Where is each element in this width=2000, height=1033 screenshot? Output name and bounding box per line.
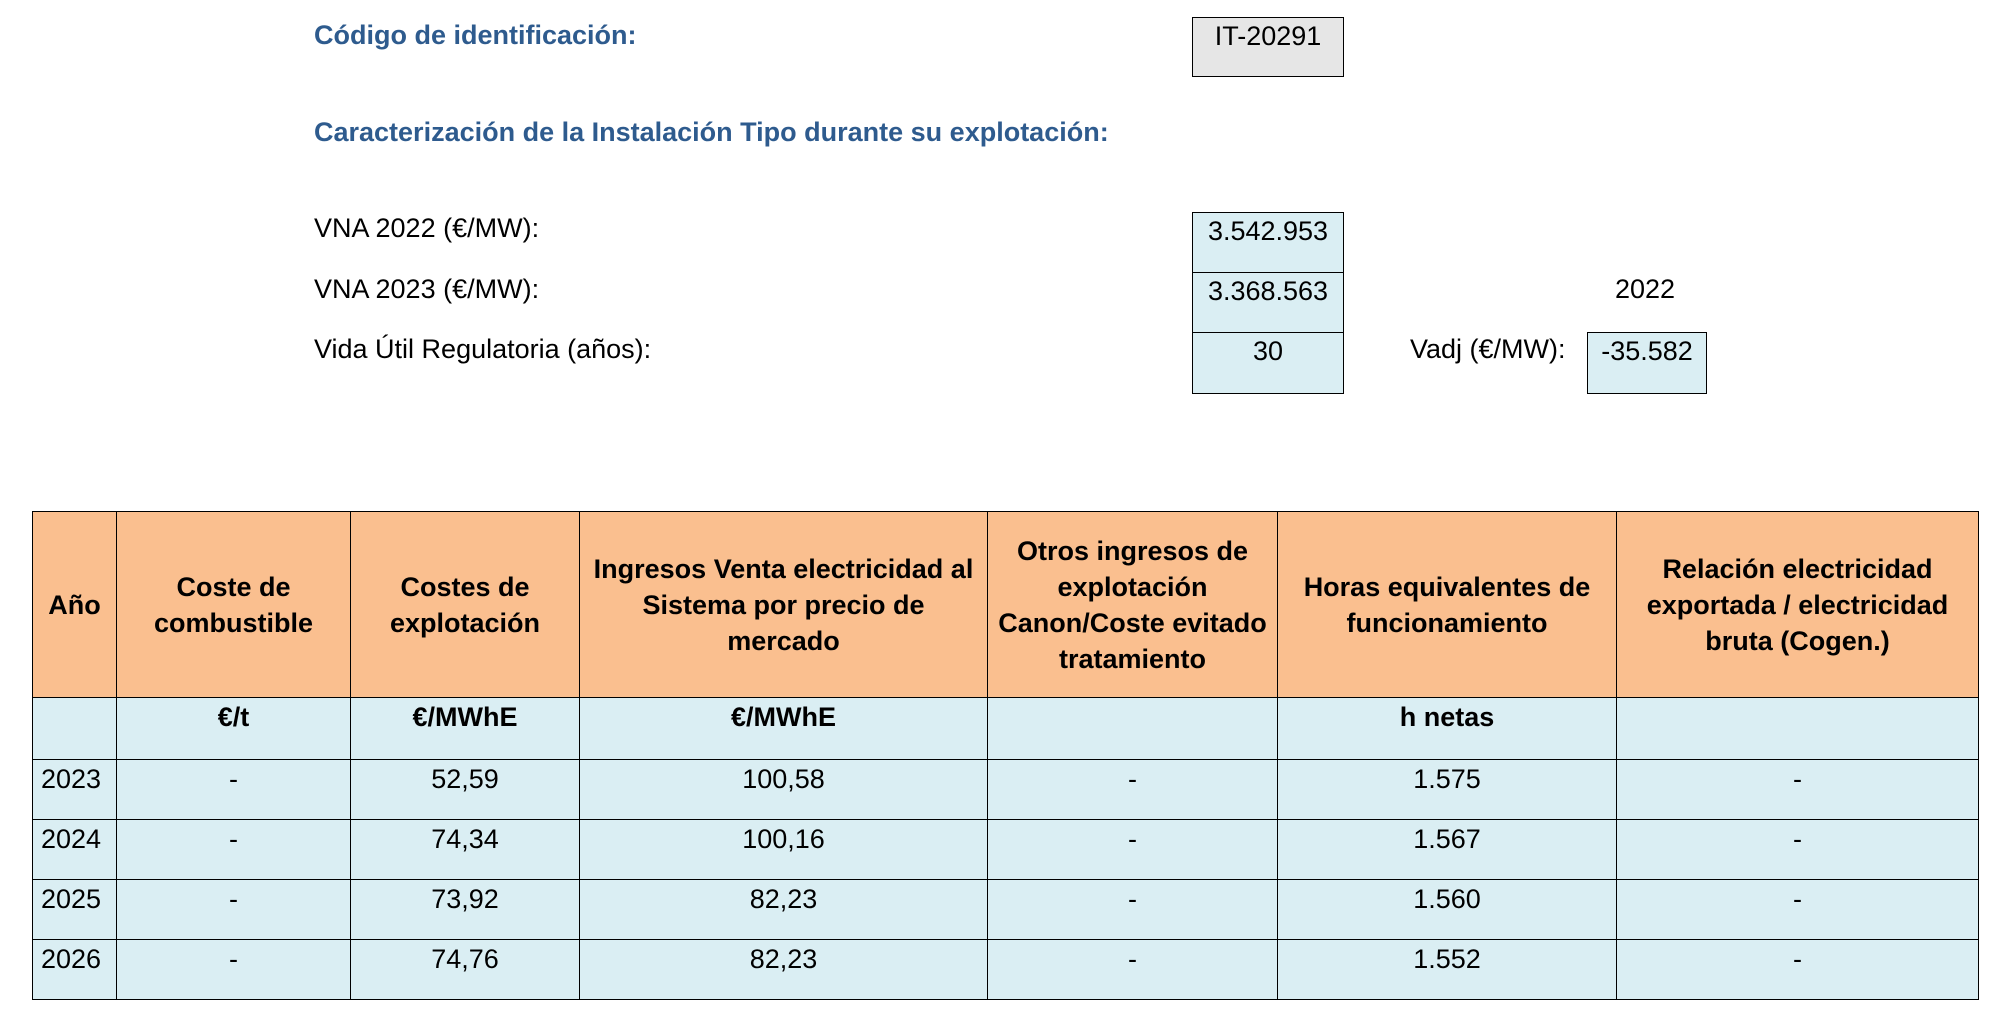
vna2022-label: VNA 2022 (€/MW):	[314, 213, 540, 243]
column-header-equivalent-hours: Horas equivalentes de funcionamiento	[1277, 511, 1617, 698]
id-value-box: IT-20291	[1192, 17, 1344, 77]
column-header-operating-cost: Costes de explotación	[350, 511, 580, 698]
table-row: 2023 - 52,59 100,58 - 1.575 -	[32, 759, 1979, 820]
unit-cell	[1616, 697, 1979, 760]
column-header-fuel-cost: Coste de combustible	[116, 511, 351, 698]
vida-util-label: Vida Útil Regulatoria (años):	[314, 334, 652, 364]
unit-cell: €/MWhE	[350, 697, 580, 760]
unit-cell: h netas	[1277, 697, 1617, 760]
column-header-electricity-ratio: Relación electricidad exportada / electr…	[1616, 511, 1979, 698]
table-row: 2025 - 73,92 82,23 - 1.560 -	[32, 879, 1979, 940]
vadj-value: -35.582	[1587, 332, 1707, 394]
id-label: Código de identificación:	[314, 20, 637, 50]
column-header-year: Año	[32, 511, 117, 698]
table-cell: 1.552	[1277, 939, 1617, 1000]
table-cell: -	[987, 939, 1278, 1000]
table-cell: 1.560	[1277, 879, 1617, 940]
vida-util-value: 30	[1192, 332, 1344, 394]
unit-cell	[987, 697, 1278, 760]
section-title: Caracterización de la Instalación Tipo d…	[314, 117, 1109, 147]
table-cell: -	[1616, 759, 1979, 820]
table-header-row: Año Coste de combustible Costes de explo…	[32, 511, 1979, 698]
column-header-market-income: Ingresos Venta electricidad al Sistema p…	[579, 511, 988, 698]
vna2023-label: VNA 2023 (€/MW):	[314, 274, 540, 304]
year-cell: 2025	[32, 879, 117, 940]
column-header-other-income: Otros ingresos de explotación Canon/Cost…	[987, 511, 1278, 698]
table-cell: 52,59	[350, 759, 580, 820]
table-cell: 73,92	[350, 879, 580, 940]
year-cell: 2024	[32, 819, 117, 880]
table-cell: -	[1616, 819, 1979, 880]
unit-cell: €/MWhE	[579, 697, 988, 760]
table-cell: -	[987, 819, 1278, 880]
table-cell: 100,16	[579, 819, 988, 880]
table-row: 2024 - 74,34 100,16 - 1.567 -	[32, 819, 1979, 880]
table-cell: -	[987, 879, 1278, 940]
table-cell: -	[116, 819, 351, 880]
table-cell: 1.575	[1277, 759, 1617, 820]
reference-year: 2022	[1615, 274, 1676, 304]
table-cell: 74,34	[350, 819, 580, 880]
year-cell: 2023	[32, 759, 117, 820]
vadj-label: Vadj (€/MW):	[1410, 334, 1566, 364]
unit-cell	[32, 697, 117, 760]
table-row: 2026 - 74,76 82,23 - 1.552 -	[32, 939, 1979, 1000]
year-cell: 2026	[32, 939, 117, 1000]
table-cell: -	[1616, 879, 1979, 940]
table-cell: -	[116, 759, 351, 820]
table-cell: 100,58	[579, 759, 988, 820]
units-row: €/t €/MWhE €/MWhE h netas	[32, 697, 1979, 760]
table-cell: -	[1616, 939, 1979, 1000]
table-cell: -	[116, 879, 351, 940]
table-cell: 82,23	[579, 879, 988, 940]
table-cell: -	[987, 759, 1278, 820]
economic-table: Año Coste de combustible Costes de explo…	[32, 511, 1979, 1000]
table-cell: 1.567	[1277, 819, 1617, 880]
table-cell: 74,76	[350, 939, 580, 1000]
vna2023-value: 3.368.563	[1192, 272, 1344, 333]
vna2022-value: 3.542.953	[1192, 212, 1344, 273]
unit-cell: €/t	[116, 697, 351, 760]
table-cell: -	[116, 939, 351, 1000]
table-cell: 82,23	[579, 939, 988, 1000]
